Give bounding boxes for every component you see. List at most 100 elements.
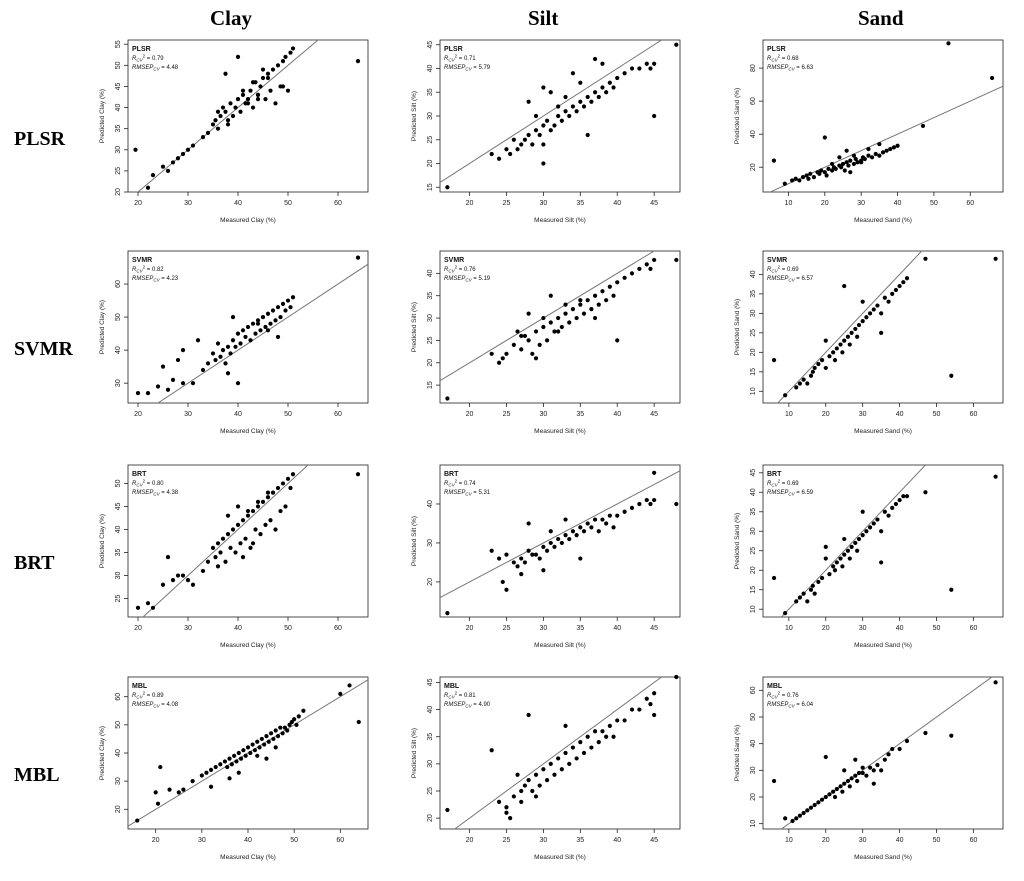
data-point [496,360,502,365]
scatter-panel-mbl-clay: 20 30 40 50 60 20 30 40 50 60 Measured Clay (%) Pre… [99,676,369,861]
data-point [644,61,649,66]
data-point [674,674,679,680]
data-point [860,770,865,776]
data-point [849,544,854,549]
one-to-one-line [777,251,923,403]
data-point [347,683,352,688]
y-axis-label: Predicted Sand (%) [734,513,741,569]
data-point [250,508,256,514]
data-point [847,342,852,347]
data-point [200,568,206,574]
x-tick-label: 60 [336,837,344,844]
data-point [567,761,572,766]
data-point [585,94,590,100]
data-point [901,494,906,499]
data-point [213,357,218,363]
data-point [589,99,594,104]
x-tick-label: 60 [966,200,974,207]
x-axis-label: Measured Sand (%) [854,854,912,861]
data-point [355,255,361,260]
data-point [637,266,642,271]
data-point [290,295,296,300]
data-point [504,147,509,152]
y-tick-label: 30 [750,527,757,535]
data-point [592,293,598,298]
data-point [801,377,806,382]
data-point [288,485,293,491]
data-point [674,257,679,263]
data-point [808,373,814,378]
data-point [215,541,221,546]
data-point [225,764,230,770]
data-point [205,559,211,564]
data-point [530,552,535,557]
data-point [652,113,657,119]
data-point [238,109,243,114]
data-point [637,501,642,507]
data-point [644,262,649,267]
rmsep-annotation: RMSEPCV = 6.57 [767,276,814,283]
data-point [873,151,878,157]
data-point [847,556,852,561]
data-point [275,734,281,739]
y-tick-label: 35 [750,508,757,516]
rmsep-annotation: RMSEPCV = 4.23 [132,276,179,283]
data-point [648,66,653,71]
data-point [548,128,553,133]
data-point [923,730,928,736]
y-tick-label: 30 [115,777,122,785]
data-point [949,373,954,378]
data-point [255,739,260,744]
data-point [258,328,263,333]
data-point [871,521,876,526]
x-axis-label: Measured Silt (%) [534,217,586,224]
data-point [240,92,246,97]
data-point [615,338,620,343]
data-point [541,315,546,321]
data-point [522,137,528,142]
y-tick-label: 40 [115,346,122,354]
data-point [185,578,191,583]
data-point [200,367,206,373]
scatter-panel-svmr-clay: 20 30 40 50 60 30 40 50 60 Measured Clay (%) Predi… [99,250,369,435]
y-tick-label: 40 [750,130,757,138]
data-point [823,794,828,800]
data-point [255,499,261,504]
data-point [864,773,869,778]
data-point [260,67,266,72]
data-point [220,348,226,353]
y-tick-label: 30 [427,112,434,120]
data-point [200,135,206,140]
data-point [230,527,236,532]
data-point [855,160,860,165]
data-point [827,354,832,359]
data-point [248,338,253,343]
data-point [783,611,788,616]
data-point [250,105,256,110]
data-point [210,545,216,551]
rmsep-annotation: RMSEPCV = 4.90 [444,702,491,709]
data-point [615,718,620,723]
x-tick-label: 40 [894,200,902,207]
data-point [519,788,524,794]
data-point [563,109,568,114]
data-point [255,753,260,758]
data-point [255,92,261,97]
data-point [225,513,231,518]
data-point [135,390,141,396]
r2-annotation: RCV2 = 0.89 [132,691,164,700]
data-point [220,105,226,110]
data-point [819,168,824,173]
data-point [556,536,561,542]
y-tick-label: 30 [115,572,122,580]
data-point [604,734,609,739]
data-point [282,725,288,730]
data-point [596,302,601,307]
data-point [866,146,871,152]
model-label: PLSR [444,46,463,53]
data-point [895,143,900,148]
row-header-brt: BRT [14,552,55,574]
model-label: BRT [444,471,459,478]
data-point [504,552,509,557]
data-point [210,122,216,127]
